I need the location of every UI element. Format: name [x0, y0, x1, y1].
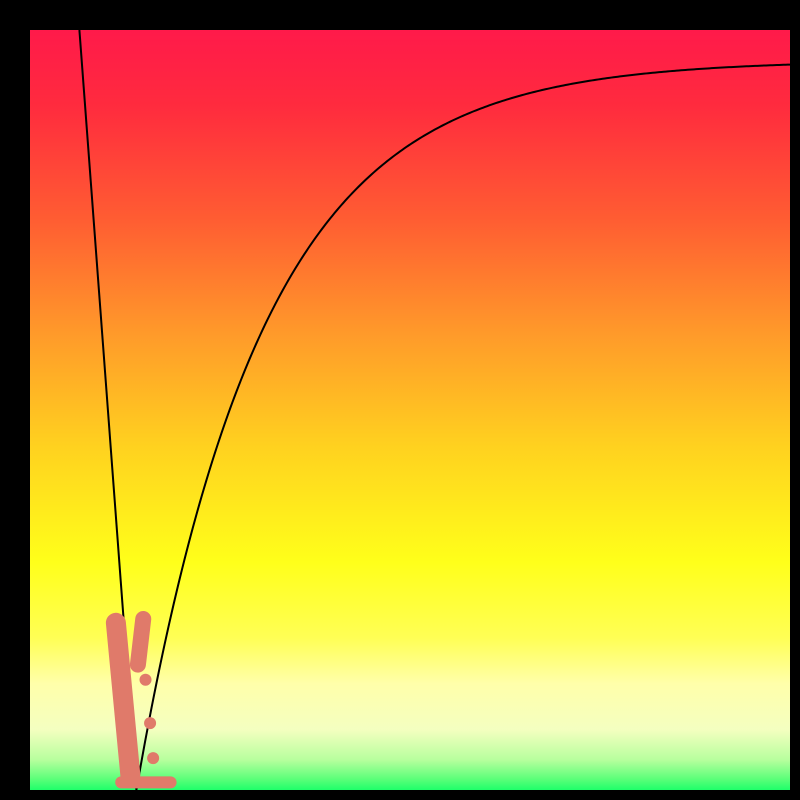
chart-svg	[30, 30, 790, 790]
frame-bar	[0, 0, 800, 30]
marker-dot	[144, 717, 156, 729]
plot-area	[30, 30, 790, 790]
frame-bar	[0, 0, 30, 800]
frame-bar	[790, 0, 800, 800]
marker-dot	[147, 752, 159, 764]
marker-capsule	[138, 619, 143, 665]
frame-bar	[0, 790, 800, 800]
marker-dot	[140, 674, 152, 686]
